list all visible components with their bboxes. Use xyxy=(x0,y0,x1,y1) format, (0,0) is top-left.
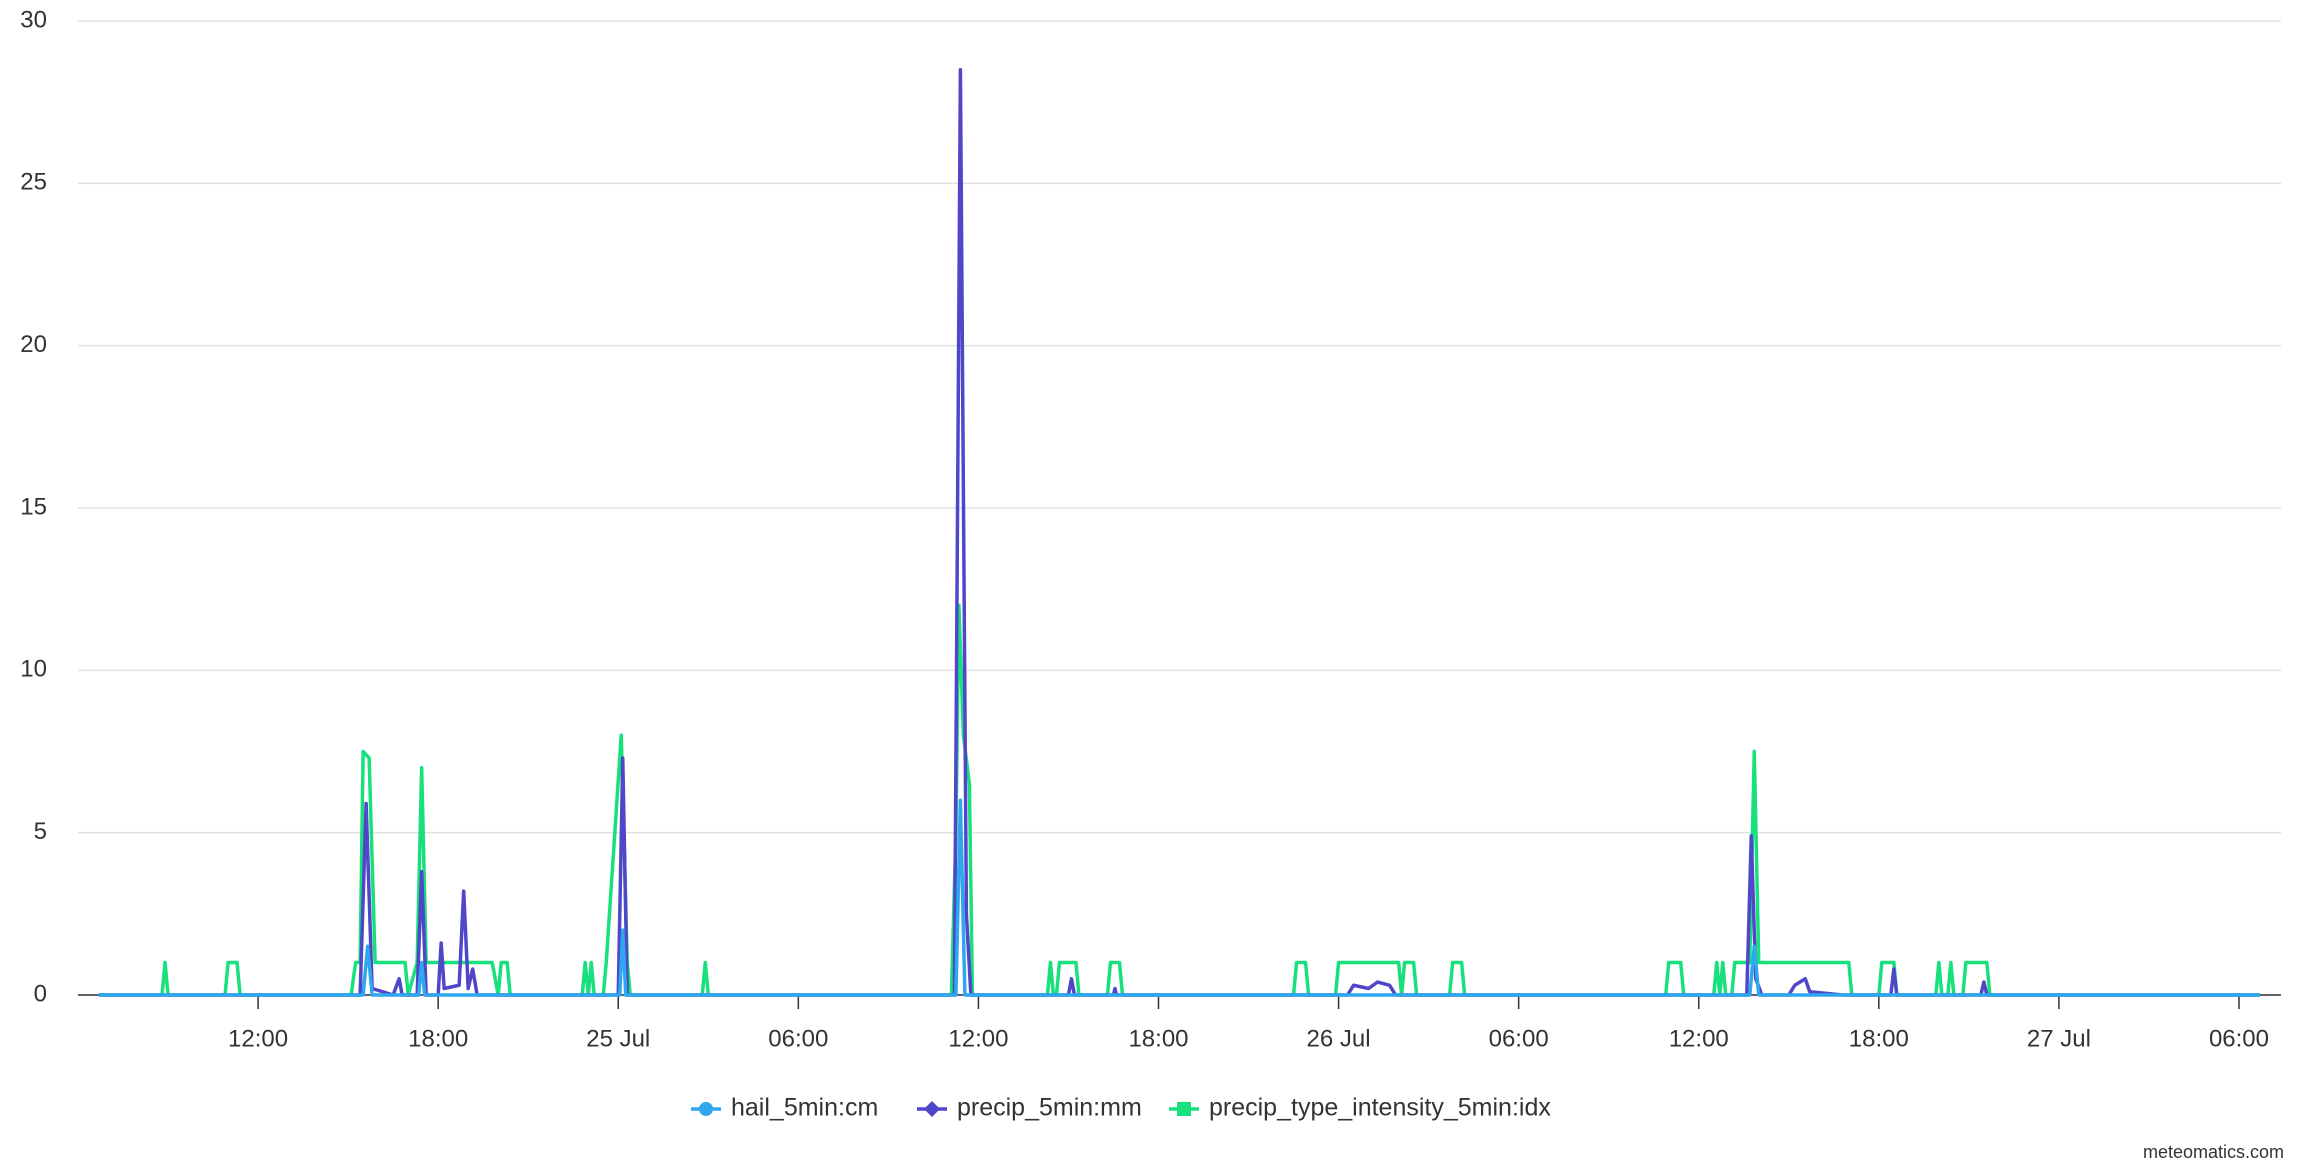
legend-item[interactable]: precip_5min:mm xyxy=(917,1094,1142,1122)
x-tick-label: 18:00 xyxy=(408,1025,468,1052)
series-line xyxy=(99,67,2260,997)
legend-marker xyxy=(924,1101,940,1117)
legend-label: precip_type_intensity_5min:idx xyxy=(1209,1094,1551,1122)
y-tick-label: 0 xyxy=(34,980,47,1007)
x-tick-label: 18:00 xyxy=(1849,1025,1909,1052)
x-tick-label: 27 Jul xyxy=(2027,1025,2091,1052)
x-tick-label: 18:00 xyxy=(1128,1025,1188,1052)
y-tick-label: 15 xyxy=(20,493,47,520)
x-tick-label: 26 Jul xyxy=(1307,1025,1371,1052)
y-tick-label: 30 xyxy=(20,6,47,33)
legend-label: hail_5min:cm xyxy=(731,1094,878,1122)
x-tick-label: 25 Jul xyxy=(586,1025,650,1052)
y-tick-label: 25 xyxy=(20,169,47,196)
credit: meteomatics.com xyxy=(2143,1142,2284,1162)
y-tick-label: 5 xyxy=(34,818,47,845)
legend: hail_5min:cm precip_5min:mm precip_type_in… xyxy=(691,1094,1551,1122)
y-tick-label: 20 xyxy=(20,331,47,358)
y-tick-label: 10 xyxy=(20,656,47,683)
x-tick-label: 12:00 xyxy=(228,1025,288,1052)
legend-item[interactable]: hail_5min:cm xyxy=(691,1094,878,1122)
x-tick-label: 06:00 xyxy=(768,1025,828,1052)
legend-marker xyxy=(699,1102,713,1116)
legend-marker xyxy=(1177,1102,1191,1116)
x-tick-label: 12:00 xyxy=(1669,1025,1729,1052)
legend-item[interactable]: precip_type_intensity_5min:idx xyxy=(1169,1094,1551,1122)
x-tick-label: 06:00 xyxy=(1489,1025,1549,1052)
x-tick-label: 12:00 xyxy=(948,1025,1008,1052)
series-line xyxy=(99,798,2260,997)
x-tick-label: 06:00 xyxy=(2209,1025,2269,1052)
legend-label: precip_5min:mm xyxy=(957,1094,1142,1122)
